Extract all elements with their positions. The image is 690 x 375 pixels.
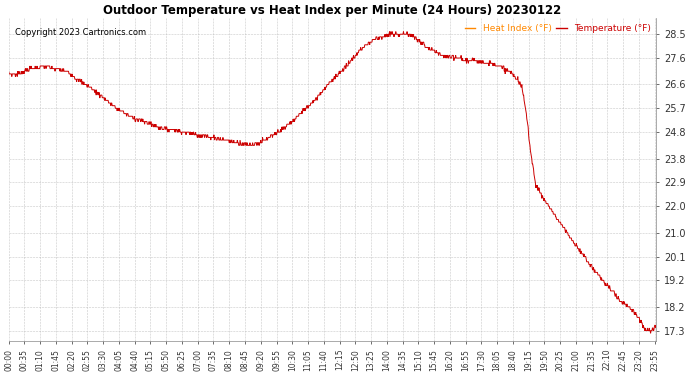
Text: Copyright 2023 Cartronics.com: Copyright 2023 Cartronics.com (15, 28, 146, 37)
Legend: Heat Index (°F), Temperature (°F): Heat Index (°F), Temperature (°F) (461, 20, 655, 36)
Title: Outdoor Temperature vs Heat Index per Minute (24 Hours) 20230122: Outdoor Temperature vs Heat Index per Mi… (104, 4, 562, 17)
